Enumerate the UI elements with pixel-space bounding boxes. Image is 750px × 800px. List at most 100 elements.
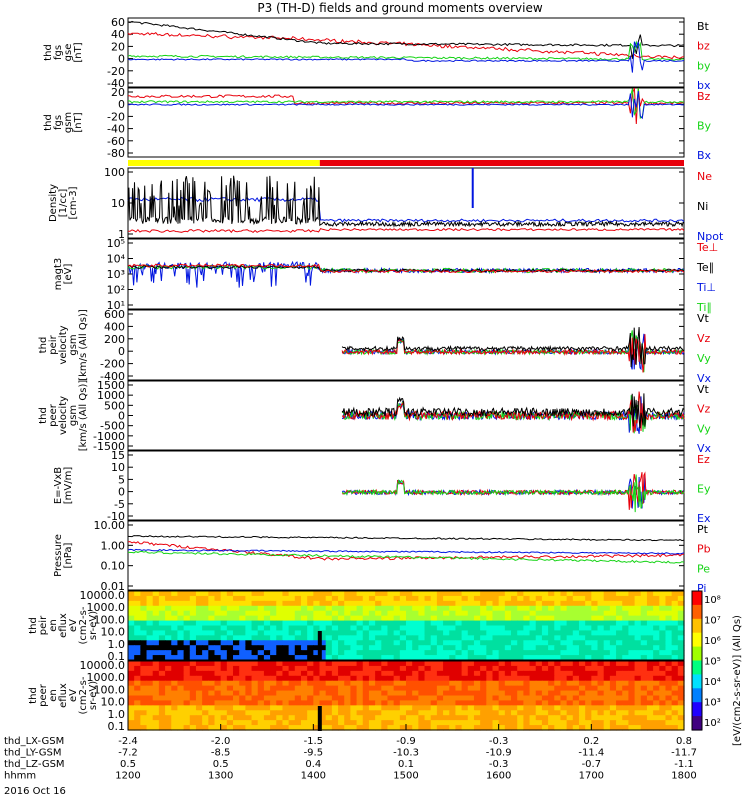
panel-peir_spec-cell	[381, 630, 389, 636]
panel-peir_spec-cell	[492, 605, 500, 612]
panel-peir_spec-cell	[517, 600, 524, 607]
panel-peer_spec-cell	[449, 670, 457, 677]
panel-peir_spec-cell	[622, 625, 629, 632]
panel-peer_spec-cell	[239, 715, 246, 721]
panel-peer_spec-cell	[671, 675, 679, 682]
panel-peir_spec-ylabel: (cm2-s-	[78, 606, 89, 644]
panel-peer_spec-cell	[368, 695, 376, 702]
panel-peir_spec-cell	[659, 645, 667, 651]
panel-peer_spec-cell	[554, 670, 562, 677]
panel-peer_spec-cell	[622, 715, 629, 721]
panel-peer_spec-cell	[498, 680, 506, 687]
panel-peer_spec-cell	[622, 720, 629, 726]
panel-peir_spec-cell	[300, 635, 308, 641]
panel-peir_spec-cell	[511, 610, 518, 617]
panel-peir_spec-cell	[128, 640, 135, 646]
panel-peer_spec-cell	[319, 725, 327, 731]
panel-peer_spec-cell	[535, 710, 543, 716]
panel-peir_spec-cell	[362, 615, 370, 622]
panel-peir_spec-cell	[134, 655, 141, 661]
panel-peir_spec-cell	[165, 655, 172, 661]
panel-peer_spec-cell	[653, 700, 660, 706]
panel-density-ytick-label: 10	[111, 197, 125, 210]
panel-peer_spec-cell	[671, 690, 679, 697]
panel-peir_spec-cell	[659, 610, 667, 617]
panel-peer_spec-cell	[511, 685, 518, 692]
panel-peir_spec-cell	[467, 595, 475, 602]
panel-peer_spec-cell	[338, 661, 345, 667]
panel-peer_spec-cell	[659, 715, 667, 721]
panel-peir_spec-cell	[418, 605, 426, 612]
panel-peer_spec-cell	[616, 685, 623, 692]
panel-peer_spec-cell	[523, 720, 531, 726]
panel-peir_spec-cell	[331, 620, 339, 627]
panel-peer_spec-cell	[183, 715, 191, 721]
panel-peer_spec-cell	[208, 725, 216, 731]
panel-peir_spec-cell	[171, 655, 179, 661]
panel-peer_spec-cell	[338, 700, 345, 706]
panel-peer_spec-cell	[455, 720, 463, 726]
panel-peer_spec-cell	[424, 715, 432, 721]
panel-peer_spec-cell	[263, 720, 271, 726]
panel-peir_spec-cell	[473, 620, 481, 627]
panel-peer_spec-cell	[177, 710, 185, 716]
panel-peer_spec-cell	[665, 725, 673, 731]
panel-peir_spec-cell	[449, 630, 457, 636]
panel-peer_spec-cell	[480, 665, 487, 672]
panel-peir_spec-cell	[646, 615, 654, 622]
panel-peer_spec-cell	[653, 695, 660, 702]
panel-peer_spec-cell	[152, 710, 160, 716]
panel-peir_spec-cell	[535, 591, 543, 597]
panel-peer_spec-cell	[362, 725, 370, 731]
panel-peir_spec-cell	[406, 640, 413, 646]
panel-peer_spec-cell	[368, 700, 376, 706]
panel-peir_spec-cell	[195, 595, 203, 602]
panel-peir_spec-cell	[640, 650, 648, 656]
panel-peir_spec-cell	[177, 630, 185, 636]
panel-peir_spec-cell	[362, 600, 370, 607]
panel-peer_spec-cell	[338, 675, 345, 682]
x-row-value: 1300	[208, 771, 233, 782]
panel-fgs_gsm-ytick-label: -40	[107, 123, 125, 136]
panel-peer_spec-cell	[424, 690, 432, 697]
panel-peir_spec-cell	[622, 591, 629, 597]
panel-peer_spec-cell	[517, 710, 524, 716]
panel-peir_spec-cell	[504, 610, 512, 617]
panel-peer_spec-cell	[640, 670, 648, 677]
panel-peer_spec-cell	[177, 695, 185, 702]
panel-peer_spec-cell	[498, 710, 506, 716]
panel-peir_spec-cell	[677, 615, 685, 622]
panel-peir_spec-cell	[511, 595, 518, 602]
panel-peer_spec-cell	[387, 700, 395, 706]
panel-peir_spec-cell	[245, 640, 253, 646]
panel-peir_spec-cell	[399, 595, 407, 602]
panel-peer_spec-cell	[307, 680, 314, 687]
date-label: 2016 Oct 16	[4, 786, 66, 797]
panel-peir_spec-cell	[282, 600, 290, 607]
colorbar-tick-label: 10⁷	[704, 616, 721, 627]
panel-peir_spec-cell	[424, 600, 432, 607]
panel-peir_spec-cell	[541, 610, 549, 617]
panel-peer_spec-cell	[529, 710, 537, 716]
panel-peer_spec-cell	[288, 705, 296, 711]
panel-peer_spec-cell	[523, 661, 531, 667]
panel-peir_spec-cell	[245, 595, 253, 602]
panel-peer_spec-cell	[300, 670, 308, 677]
panel-peer_spec-cell	[393, 720, 401, 726]
panel-peir_spec-cell	[146, 640, 154, 646]
panel-peir_spec-cell	[443, 635, 450, 641]
panel-peer_spec-cell	[171, 665, 179, 672]
panel-peer_spec-cell	[406, 675, 413, 682]
panel-peir_spec-cell	[572, 600, 580, 607]
panel-peir_spec-cell	[671, 635, 679, 641]
panel-peer_spec-cell	[319, 670, 327, 677]
panel-peir_spec-cell	[245, 635, 253, 641]
panel-peir_spec-cell	[393, 650, 401, 656]
panel-peer_spec-cell	[653, 665, 660, 672]
panel-peir_spec-cell	[195, 600, 203, 607]
panel-peir_spec-cell	[523, 591, 531, 597]
panel-peir_spec-cell	[517, 635, 524, 641]
panel-peir_spec-cell	[467, 640, 475, 646]
panel-peer_spec-cell	[640, 690, 648, 697]
